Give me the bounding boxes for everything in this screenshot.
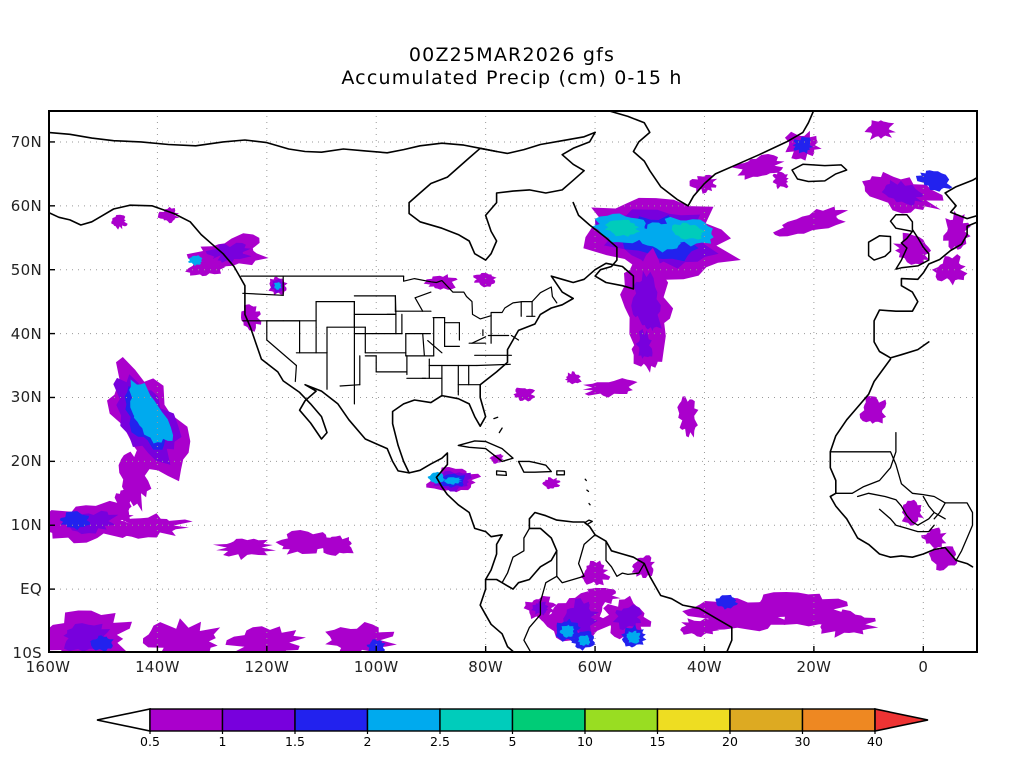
colorbar-tick-15: 15 [649,734,666,749]
y-tick-label-10s: 10S [12,644,42,662]
colorbar-tick-20: 20 [722,734,738,749]
x-tick-label-140w: 140W [135,658,180,676]
x-tick-label-40w: 40W [687,658,722,676]
y-tick-label-eq: EQ [20,580,42,599]
y-tick-label-70n: 70N [10,132,42,151]
x-tick-label-80w: 80W [468,658,504,676]
colorbar-tick-2p5: 2.5 [430,734,450,749]
y-tick-label-60n: 60N [10,196,42,215]
colorbar: 0.5 1 1.5 2 2.5 5 10 15 20 30 40 [95,706,930,756]
chart-title-block: 00Z25MAR2026 gfs Accumulated Precip (cm)… [0,44,1024,90]
map-plot-area: 70N 60N 50N 40N 30N 20N 10N EQ 10S 160W 140W 120W 1… [11,110,978,676]
colorbar-tick-5: 5 [508,734,517,749]
map-canvas [48,110,978,653]
colorbar-tick-0p5: 0.5 [140,734,160,749]
colorbar-tick-2: 2 [363,734,372,749]
precipitation-shading [48,120,971,653]
colorbar-swatches [96,708,929,734]
coastlines [48,110,978,653]
x-tick-label-20w: 20W [796,658,832,676]
plot-frame [48,110,978,653]
colorbar-tick-1p5: 1.5 [285,734,305,749]
y-tick-label-30n: 30N [10,388,42,407]
x-tick-label-60w: 60W [577,658,613,676]
x-tick-label-0: 0 [918,658,929,676]
y-tick-label-50n: 50N [10,260,42,279]
chart-title-line2: Accumulated Precip (cm) 0-15 h [341,67,683,89]
y-tick-label-20n: 20N [10,452,42,471]
y-tick-label-10n: 10N [10,516,42,535]
colorbar-tick-10: 10 [577,734,593,749]
x-tick-label-120w: 120W [244,658,290,676]
latlon-gridlines [48,110,978,653]
chart-title-line1: 00Z25MAR2026 gfs [408,44,616,66]
x-tick-label-160w: 160W [25,658,71,676]
x-tick-label-100w: 100W [353,658,399,676]
colorbar-tick-30: 30 [794,734,811,749]
colorbar-tick-40: 40 [867,734,883,749]
y-tick-label-40n: 40N [10,324,42,343]
colorbar-tick-1: 1 [218,734,227,749]
